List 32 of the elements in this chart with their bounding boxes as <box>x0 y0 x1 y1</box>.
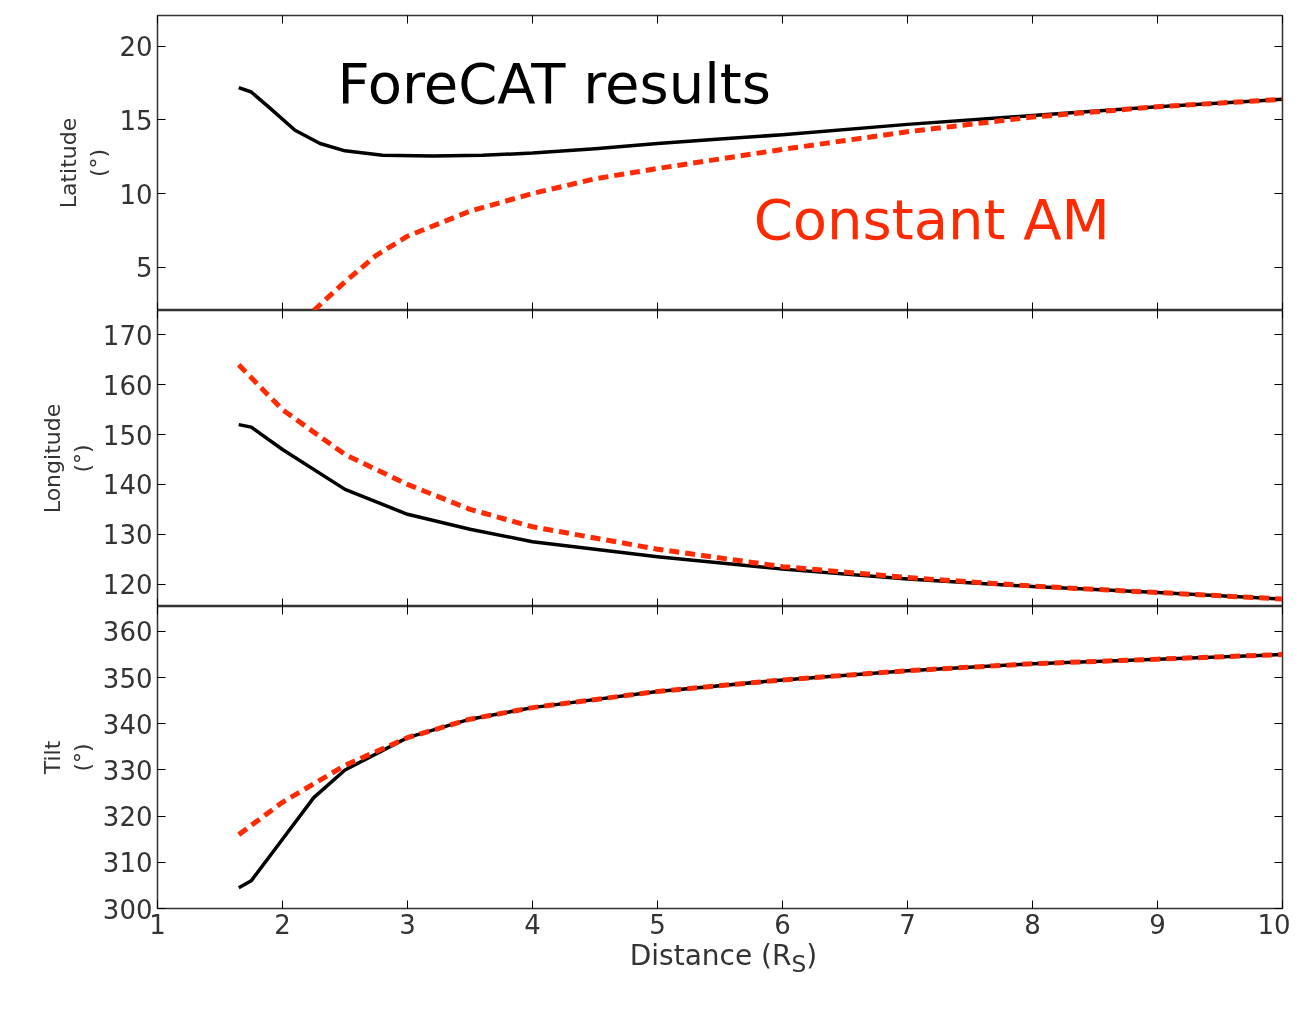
x-tick-label: 5 <box>649 909 666 940</box>
y-tick-label: 130 <box>102 520 153 551</box>
series-label: Constant AM <box>753 186 1110 252</box>
y-tick-label: 10 <box>119 179 153 210</box>
y-tick-label: 360 <box>102 617 153 648</box>
y-axis-title: Tilt (°) <box>39 740 95 776</box>
x-tick-label: 3 <box>399 909 416 940</box>
y-tick-label: 120 <box>102 570 153 601</box>
y-axis-title: Latitude (°) <box>56 117 112 209</box>
x-axis-title: Distance (R$_{S}$) <box>629 939 818 978</box>
x-tick-label: 10 <box>1257 909 1291 940</box>
y-tick-label: 5 <box>135 253 153 284</box>
y-tick-label: 330 <box>102 755 153 786</box>
y-axis-title: Longitude (°) <box>39 403 95 514</box>
y-tick-label: 340 <box>102 709 153 740</box>
y-tick-label: 15 <box>119 105 153 136</box>
y-tick-label: 320 <box>102 802 153 833</box>
x-tick-label: 8 <box>1024 909 1041 940</box>
x-tick-label: 7 <box>899 909 916 940</box>
x-tick-label: 9 <box>1149 909 1166 940</box>
legend-label: ForeCAT results <box>337 50 771 116</box>
y-tick-label: 170 <box>102 320 153 351</box>
x-tick-label: 2 <box>274 909 291 940</box>
x-tick-label: 4 <box>524 909 541 940</box>
y-tick-label: 300 <box>102 894 153 925</box>
y-tick-label: 140 <box>102 470 153 501</box>
y-tick-label: 350 <box>102 663 153 694</box>
y-tick-label: 160 <box>102 370 153 401</box>
y-tick-label: 20 <box>119 32 153 63</box>
y-tick-label: 310 <box>102 848 153 879</box>
x-tick-label: 6 <box>774 909 791 940</box>
y-tick-label: 150 <box>102 420 153 451</box>
